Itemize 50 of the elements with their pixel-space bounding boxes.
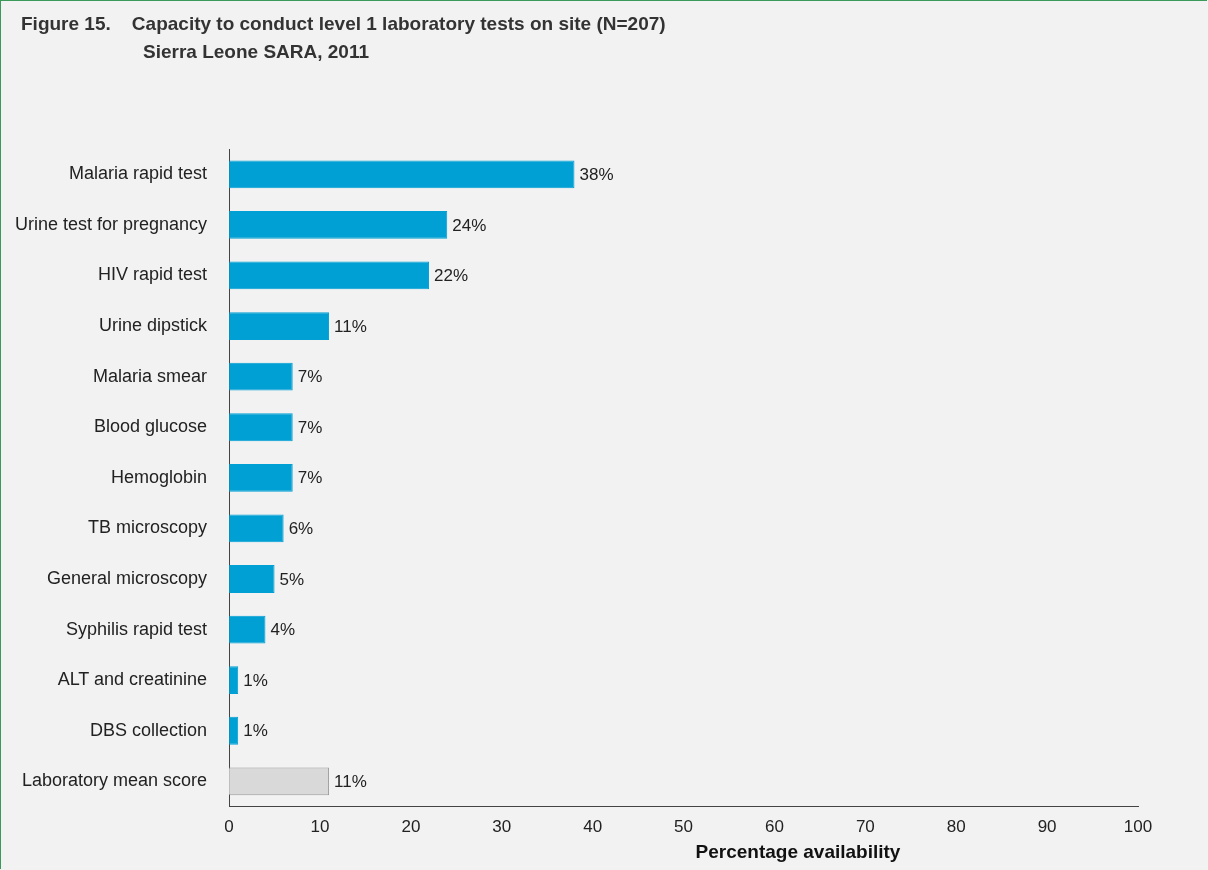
x-tick-label: 90	[1037, 817, 1057, 837]
y-tick-label: General microscopy	[47, 567, 208, 588]
bar	[229, 413, 293, 442]
x-tick-label: 10	[310, 817, 330, 837]
x-tick-label: 100	[1123, 817, 1153, 837]
y-tick-label: Hemoglobin	[111, 466, 208, 487]
bar	[229, 362, 293, 391]
data-label: 22%	[434, 266, 469, 286]
data-label: 7%	[297, 367, 323, 387]
x-tick-label: 80	[946, 817, 966, 837]
data-label: 7%	[297, 417, 323, 437]
x-tick-label: 50	[674, 817, 694, 837]
x-tick-label: 40	[583, 817, 603, 837]
bar	[229, 463, 293, 492]
x-tick-label: 0	[224, 817, 234, 837]
y-tick-label: Blood glucose	[94, 416, 208, 437]
bar	[229, 514, 284, 543]
y-tick-label: DBS collection	[90, 719, 208, 740]
data-label: 6%	[288, 519, 314, 539]
bar	[229, 615, 266, 644]
data-label: 1%	[243, 721, 268, 741]
y-tick-label: Urine dipstick	[99, 315, 209, 336]
y-tick-label: TB microscopy	[88, 517, 208, 538]
y-tick-label: HIV rapid test	[98, 264, 208, 285]
data-label: 5%	[279, 569, 305, 589]
data-label: 7%	[297, 468, 323, 488]
data-label: 1%	[243, 670, 268, 690]
y-tick-label: ALT and creatinine	[57, 669, 208, 690]
x-tick-label: 20	[401, 817, 421, 837]
bar	[229, 312, 330, 340]
chart-subtitle: Sierra Leone SARA, 2011	[143, 41, 369, 63]
bar	[229, 565, 275, 593]
data-label: 11%	[334, 316, 367, 336]
x-tick-label: 70	[855, 817, 875, 837]
bar	[229, 160, 575, 189]
y-tick-label: Urine test for pregnancy	[15, 213, 208, 234]
x-tick-label: 30	[492, 817, 512, 837]
x-axis-title: Percentage availability	[694, 841, 902, 863]
data-label: 24%	[452, 215, 487, 235]
y-tick-label: Malaria rapid test	[69, 163, 208, 184]
y-tick-label: Syphilis rapid test	[66, 618, 208, 639]
chart-title: Figure 15. Capacity to conduct level 1 laboratory tests on site (N=207)	[21, 13, 666, 35]
bar	[229, 261, 430, 290]
bar	[229, 210, 448, 239]
y-tick-label: Malaria smear	[93, 365, 208, 386]
data-label: 38%	[579, 164, 614, 184]
y-tick-label: Laboratory mean score	[21, 770, 208, 791]
data-label: 4%	[270, 620, 296, 640]
data-label: 11%	[334, 772, 367, 791]
x-tick-label: 60	[764, 817, 784, 837]
